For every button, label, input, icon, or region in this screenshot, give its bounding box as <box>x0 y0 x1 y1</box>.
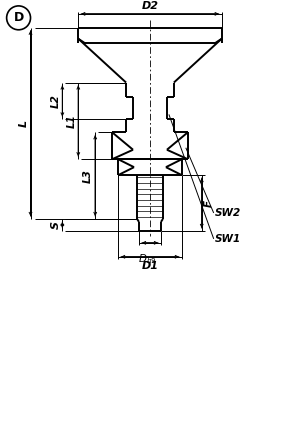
Text: D2: D2 <box>141 1 159 11</box>
Text: F: F <box>204 199 214 207</box>
Text: $\it{D}$$_{\it{h9}}$: $\it{D}$$_{\it{h9}}$ <box>138 252 156 265</box>
Text: L3: L3 <box>83 169 93 183</box>
Text: D: D <box>13 12 24 24</box>
Text: D1: D1 <box>141 261 159 271</box>
Text: L2: L2 <box>50 94 61 108</box>
Text: L: L <box>19 120 29 127</box>
Text: SW1: SW1 <box>215 234 241 244</box>
Text: S: S <box>50 221 61 229</box>
Text: L1: L1 <box>66 114 76 128</box>
Text: SW2: SW2 <box>215 208 241 218</box>
